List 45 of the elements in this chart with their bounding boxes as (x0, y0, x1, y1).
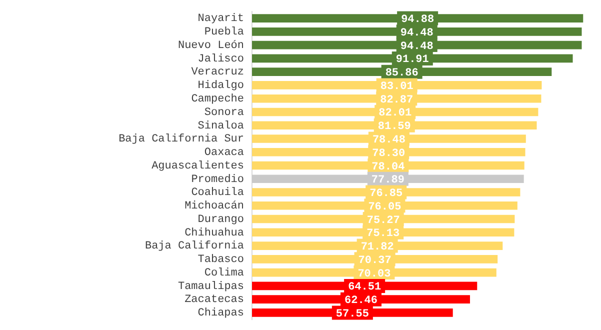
y-tick-label: Sonora (204, 106, 244, 119)
data-label: 70.03 (358, 268, 392, 280)
y-tick-label: Zacatecas (184, 294, 244, 306)
y-tick-label: Coahuila (191, 187, 244, 200)
y-tick-label: Jalisco (198, 53, 244, 66)
y-tick-label: Nayarit (198, 13, 244, 26)
y-tick-label: Michoacán (184, 200, 244, 213)
data-label: 81.59 (378, 121, 411, 134)
data-label: 71.82 (360, 242, 394, 254)
y-tick-label: Colima (204, 267, 244, 280)
data-label: 76.85 (370, 188, 403, 200)
y-tick-label: Tamaulipas (178, 280, 244, 293)
y-tick-label: Aguascalientes (152, 160, 244, 172)
data-label: 83.01 (380, 80, 414, 93)
data-label: 76.05 (368, 201, 402, 214)
data-label: 94.88 (401, 14, 434, 26)
y-tick-label: Baja California (144, 240, 244, 253)
y-tick-label: Promedio (191, 174, 244, 186)
data-label: 94.48 (400, 40, 434, 53)
data-label: 62.46 (344, 295, 378, 308)
y-tick-label: Chihuahua (184, 227, 244, 240)
data-label: 78.30 (372, 148, 406, 160)
y-tick-label: Campeche (191, 93, 244, 106)
y-tick-label: Chiapas (198, 308, 244, 320)
data-label: 78.48 (372, 134, 406, 146)
data-label: 75.27 (366, 214, 400, 227)
data-label: 82.87 (380, 94, 414, 106)
data-label: 91.91 (396, 54, 430, 66)
data-label: 57.55 (336, 308, 370, 320)
y-tick-label: Sinaloa (198, 120, 244, 132)
data-label: 75.13 (366, 228, 400, 240)
y-tick-label: Nuevo León (178, 40, 244, 52)
data-label: 64.51 (348, 282, 382, 294)
data-label: 94.48 (400, 27, 434, 40)
data-label: 78.04 (372, 161, 406, 174)
data-label: 82.01 (378, 108, 412, 120)
data-label: 85.86 (385, 68, 418, 80)
y-tick-label: Tabasco (198, 254, 244, 266)
y-tick-label: Veracruz (191, 66, 244, 79)
y-tick-label: Oaxaca (204, 147, 244, 160)
y-tick-label: Puebla (204, 26, 244, 39)
y-tick-label: Baja California Sur (118, 134, 244, 146)
y-tick-label: Hidalgo (198, 80, 244, 92)
y-tick-label: Durango (198, 214, 244, 226)
data-label: 70.37 (358, 254, 392, 267)
